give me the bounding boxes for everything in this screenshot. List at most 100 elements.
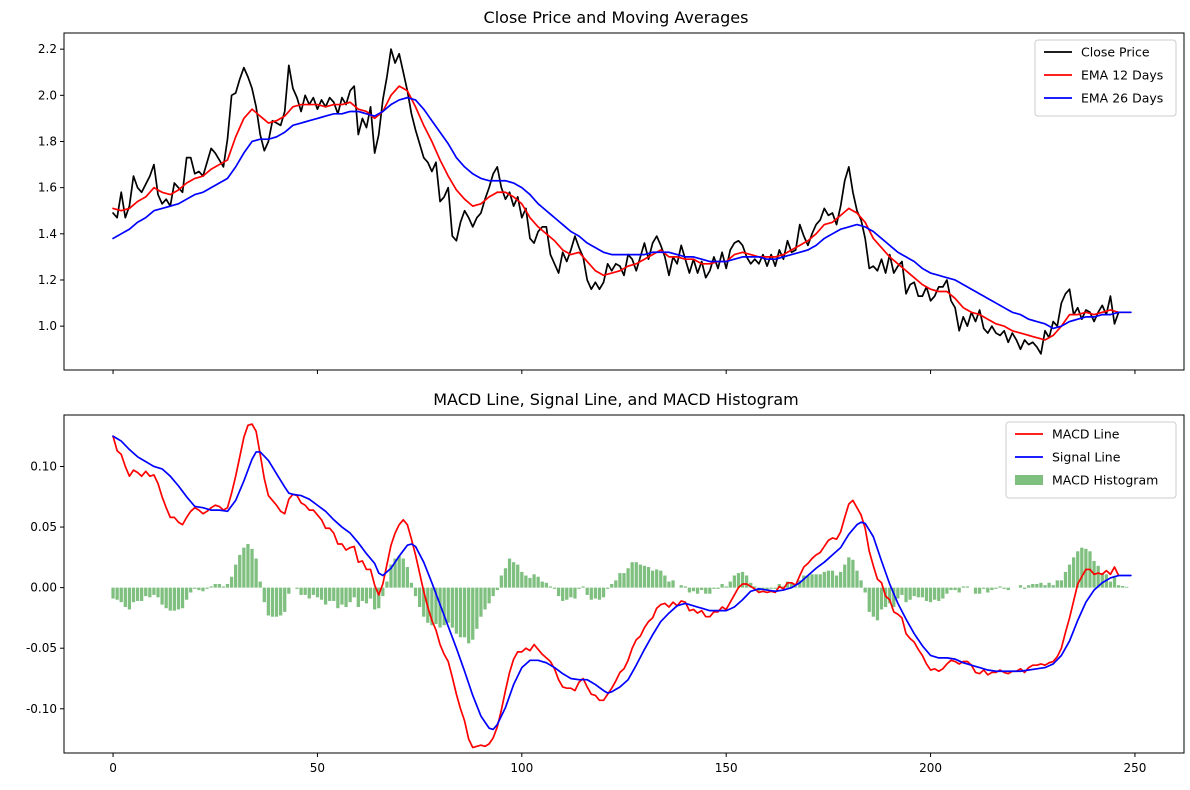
- macd-chart-macd-histogram-bar-38: [266, 587, 271, 616]
- macd-chart-macd-histogram-bar-115: [581, 586, 585, 588]
- macd-chart-macd-histogram-bar-85: [458, 587, 463, 638]
- macd-chart-macd-histogram-bar-109: [556, 587, 561, 597]
- macd-chart-macd-histogram-bar-45: [295, 587, 299, 589]
- macd-chart-macd-histogram-bar-192: [896, 587, 900, 599]
- macd-chart-macd-histogram-bar-34: [250, 548, 254, 588]
- macd-chart-x-tick-label-3: 150: [715, 761, 738, 775]
- macd-chart-macd-histogram-bar-19: [189, 587, 193, 593]
- macd-chart-macd-histogram-bar-186: [871, 587, 875, 617]
- macd-chart-macd-histogram-bar-149: [720, 584, 724, 588]
- price-chart-y-tick-label-2: 1.4: [38, 227, 57, 241]
- macd-chart-axes: -0.10 -0.05 0.00 0.05 0.10 0 50 100 150 200 250: [26, 459, 1146, 775]
- macd-chart-macd-histogram-bar-106: [544, 582, 548, 588]
- macd-chart-macd-histogram-bar-91: [483, 587, 487, 610]
- macd-chart-macd-histogram-bar-68: [389, 564, 393, 588]
- macd-chart-macd-histogram-bar-172: [814, 574, 818, 588]
- macd-chart-macd-histogram-bar-90: [479, 587, 483, 617]
- macd-chart-macd-histogram-bar-40: [274, 587, 279, 617]
- macd-chart-macd-histogram-bar-157: [753, 586, 757, 588]
- macd-chart-legend-handle-macd-histogram: [1015, 475, 1043, 485]
- macd-chart-macd-histogram-bar-16: [176, 587, 181, 610]
- macd-chart-macd-histogram-bar-53: [328, 587, 332, 601]
- macd-chart-macd-histogram-bar-121: [606, 587, 610, 589]
- macd-chart-macd-histogram-bar-105: [540, 581, 544, 588]
- macd-chart-macd-histogram-bar-31: [238, 554, 242, 588]
- macd-chart-macd-histogram-bar-117: [589, 587, 593, 600]
- macd-chart-macd-histogram-bar-55: [336, 587, 340, 609]
- macd-chart-macd-histogram-bar-84: [454, 587, 459, 634]
- price-chart-ema-26-days-line: [112, 96, 1132, 330]
- macd-chart-macd-histogram-bar-152: [732, 575, 736, 588]
- macd-chart-macd-histogram-bar-113: [573, 587, 577, 599]
- macd-chart-macd-histogram-bar-7: [140, 587, 144, 601]
- macd-chart-macd-histogram-bar-102: [528, 577, 532, 588]
- macd-chart-macd-histogram-bar-50: [315, 587, 320, 598]
- macd-chart-macd-histogram-bar-242: [1100, 573, 1104, 588]
- macd-chart-macd-histogram-bar-5: [131, 587, 136, 603]
- macd-chart-macd-histogram-bar-234: [1067, 564, 1072, 588]
- macd-chart-macd-histogram-bar-73: [409, 582, 414, 588]
- macd-chart-macd-histogram-bar-208: [961, 586, 965, 588]
- macd-chart-macd-histogram-bar-212: [977, 587, 982, 594]
- macd-chart-macd-histogram-bar-42: [283, 587, 287, 612]
- macd-chart-macd-histogram-bar-59: [352, 587, 356, 598]
- macd-chart-macd-histogram-bar-225: [1031, 584, 1035, 588]
- macd-chart-macd-histogram-bar-96: [503, 568, 508, 588]
- macd-chart-y-tick-label-2: 0.00: [30, 581, 57, 595]
- macd-chart-macd-histogram-bar-97: [507, 558, 512, 588]
- macd-chart-macd-histogram-bar-79: [434, 587, 438, 624]
- macd-chart-y-tick-label-3: 0.05: [30, 520, 57, 534]
- macd-chart-macd-histogram-bar-236: [1076, 551, 1080, 588]
- macd-chart-x-tick-label-2: 100: [510, 761, 533, 775]
- macd-chart-macd-histogram-bar-29: [229, 576, 234, 588]
- macd-chart-macd-histogram-bar-188: [879, 587, 884, 610]
- macd-chart-macd-histogram-bar-134: [659, 570, 663, 588]
- macd-chart-macd-histogram-bar-197: [916, 587, 920, 598]
- macd-chart-macd-histogram-bar-137: [671, 580, 675, 588]
- macd-chart-macd-histogram-bar-147: [712, 587, 716, 589]
- macd-chart-macd-histogram-bar-144: [700, 587, 704, 591]
- macd-chart-legend-label-signal-line: Signal Line: [1052, 450, 1121, 465]
- macd-chart-macd-histogram-bar-10: [152, 587, 156, 595]
- macd-chart-y-tick-label-4: 0.10: [30, 459, 57, 473]
- macd-chart-macd-histogram-bar-35: [254, 558, 258, 588]
- macd-chart-macd-histogram-bar-101: [524, 575, 528, 588]
- macd-chart-macd-histogram-bar-0: [111, 587, 115, 599]
- macd-chart-macd-histogram-bar-132: [650, 570, 655, 588]
- price-chart-legend-label-ema-26-days: EMA 26 Days: [1081, 91, 1163, 106]
- macd-chart-macd-histogram-bar-103: [532, 574, 536, 588]
- macd-chart-macd-histogram-bar-176: [830, 570, 835, 588]
- macd-chart-macd-histogram-bar-111: [565, 587, 569, 600]
- macd-chart-macd-histogram-bar-92: [487, 587, 491, 604]
- macd-chart-macd-histogram-bar-123: [614, 580, 618, 588]
- macd-chart-macd-histogram-bar-65: [377, 587, 381, 609]
- macd-chart-legend-label-macd-line: MACD Line: [1052, 427, 1120, 442]
- price-chart-y-tick-label-5: 2.0: [38, 88, 57, 102]
- macd-chart-macd-histogram-bar-80: [438, 587, 442, 628]
- macd-chart-macd-histogram-bar-195: [908, 587, 912, 600]
- macd-chart-macd-histogram-bar-227: [1039, 582, 1043, 588]
- macd-chart-macd-histogram-bar-82: [446, 587, 450, 623]
- macd-chart-macd-histogram-bar-173: [818, 574, 822, 588]
- macd-chart-macd-histogram-bar-222: [1018, 585, 1023, 588]
- macd-chart-macd-histogram-bar-13: [164, 587, 168, 609]
- macd-chart-macd-histogram-bar-166: [789, 582, 794, 588]
- macd-chart-macd-histogram-bar-8: [144, 587, 148, 597]
- macd-chart-macd-histogram-bar-202: [937, 587, 941, 601]
- macd-chart-macd-histogram-bar-11: [156, 587, 160, 598]
- macd-chart-macd-histogram-bar-191: [892, 587, 896, 608]
- macd-chart-macd-histogram-bar-194: [904, 587, 908, 603]
- macd-chart-macd-histogram-bar-219: [1006, 587, 1010, 591]
- macd-chart-macd-histogram-bar-60: [356, 587, 360, 608]
- macd-chart-macd-histogram-bar-51: [319, 587, 324, 600]
- macd-chart-plot-area: [111, 423, 1133, 749]
- macd-chart-macd-histogram-bar-61: [360, 587, 365, 601]
- macd-chart-macd-histogram-bar-64: [373, 587, 377, 610]
- macd-chart-macd-histogram-bar-27: [221, 586, 226, 588]
- macd-chart-legend-box: [1005, 421, 1177, 499]
- macd-chart-macd-histogram-bar-18: [184, 587, 189, 600]
- macd-chart-macd-histogram-bar-207: [957, 587, 961, 593]
- macd-chart-macd-histogram-bar-36: [258, 581, 262, 588]
- macd-chart-macd-histogram-bar-62: [364, 587, 369, 604]
